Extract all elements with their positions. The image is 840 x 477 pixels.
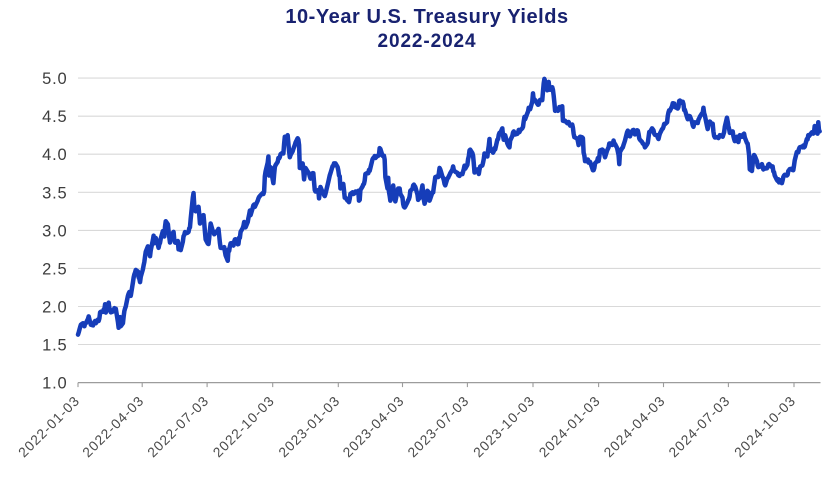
svg-text:10-Year U.S. Treasury Yields: 10-Year U.S. Treasury Yields <box>285 6 568 28</box>
svg-text:4.5: 4.5 <box>42 108 67 126</box>
svg-text:1.0: 1.0 <box>42 375 67 393</box>
svg-text:2022-2024: 2022-2024 <box>378 31 477 52</box>
svg-text:4.0: 4.0 <box>42 146 67 164</box>
svg-text:2.5: 2.5 <box>42 260 67 278</box>
svg-text:3.5: 3.5 <box>42 184 67 202</box>
svg-text:2.0: 2.0 <box>42 299 67 317</box>
svg-text:5.0: 5.0 <box>42 70 67 88</box>
svg-text:3.0: 3.0 <box>42 222 67 240</box>
svg-text:1.5: 1.5 <box>42 337 67 355</box>
